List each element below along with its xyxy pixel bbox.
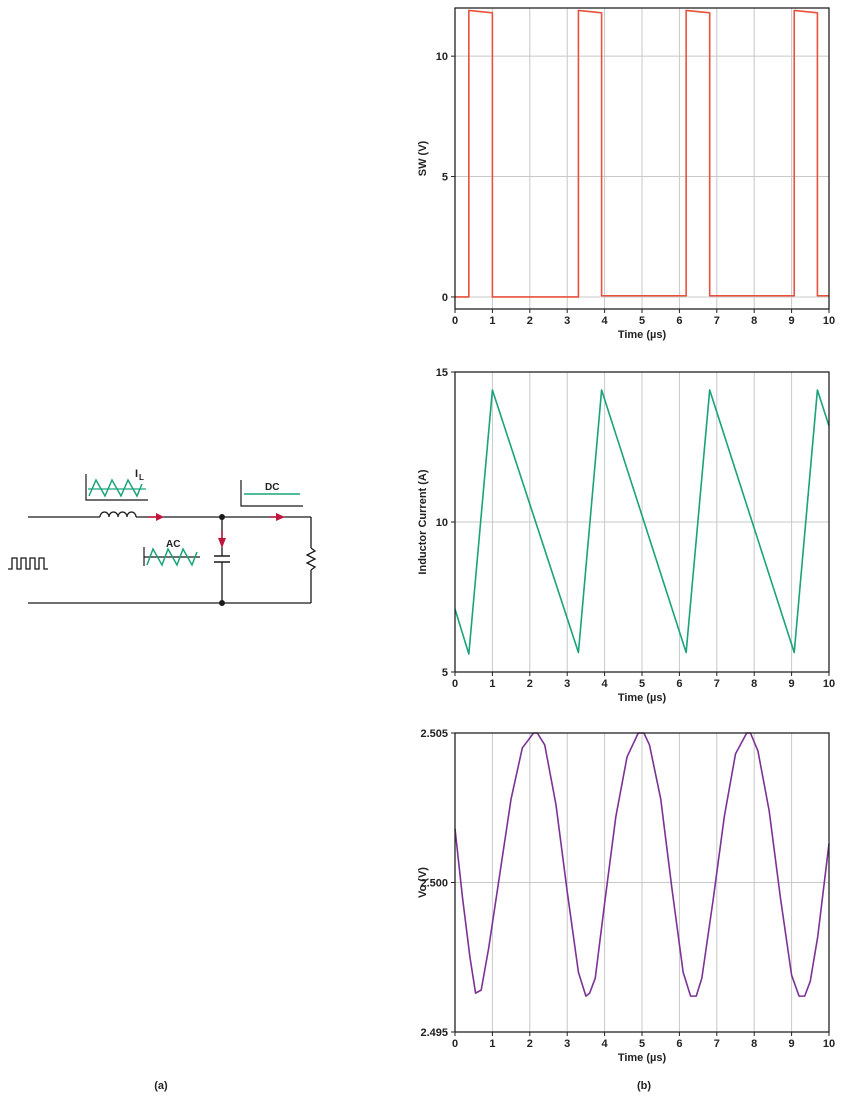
sw-series-line: [455, 9, 829, 298]
x-tick-label: 1: [489, 678, 495, 690]
x-tick-label: 9: [789, 678, 795, 690]
x-tick-label: 1: [489, 315, 495, 327]
dc-current-inset: DC: [240, 480, 303, 507]
y-tick-label: 2.495: [420, 1027, 448, 1039]
inductor-current-chart: 0 1 2 3 4 5 6 7 8 9 10 5 10 15 Time (µs) Inductor Curre…: [417, 367, 835, 704]
inductor-current-inset: I L: [85, 468, 148, 501]
x-tick-label: 6: [676, 1038, 682, 1050]
caption-a: (a): [154, 1080, 168, 1092]
x-tick-label: 2: [527, 1038, 533, 1050]
plot-frame: [454, 7, 830, 310]
inductor-icon: [99, 511, 137, 518]
x-tick-label: 8: [751, 315, 757, 327]
ac-current-inset: AC: [143, 539, 200, 567]
x-tick-label: 8: [751, 678, 757, 690]
x-tick-label: 9: [789, 1038, 795, 1050]
y-axis-label: Inductor Current (A): [417, 469, 429, 574]
y-axis-label: SW (V): [417, 140, 429, 176]
x-tick-label: 6: [676, 315, 682, 327]
inductor-current-label: I: [135, 468, 138, 480]
y-tick-label: 0: [442, 292, 448, 304]
x-axis-label: Time (µs): [618, 329, 667, 341]
y-tick-label: 5: [442, 172, 448, 184]
capacitor-icon: [214, 555, 230, 563]
current-arrow-icon: [218, 538, 226, 548]
x-tick-label: 5: [639, 315, 645, 327]
x-tick-label: 0: [452, 678, 458, 690]
y-tick-label: 10: [436, 517, 448, 529]
x-tick-label: 3: [564, 1038, 570, 1050]
x-tick-label: 3: [564, 678, 570, 690]
y-tick-label: 5: [442, 667, 448, 679]
plot-frame: [454, 732, 830, 1033]
x-tick-label: 2: [527, 678, 533, 690]
inductor-current-subscript: L: [139, 473, 144, 482]
x-tick-label: 10: [823, 1038, 835, 1050]
x-tick-label: 3: [564, 315, 570, 327]
x-tick-label: 7: [714, 315, 720, 327]
resistor-icon: [305, 547, 317, 571]
x-tick-label: 0: [452, 1038, 458, 1050]
inductor-current-series-line: [454, 389, 830, 655]
output-voltage-chart: 0 1 2 3 4 5 6 7 8 9 10 2.495 2.500 2.505 Time (µs) Vo (…: [417, 728, 835, 1064]
square-wave-source-icon: [8, 557, 48, 570]
plot-frame: [454, 371, 830, 673]
x-tick-label: 4: [602, 1038, 609, 1050]
x-tick-label: 5: [639, 1038, 645, 1050]
x-axis-label: Time (µs): [618, 1052, 667, 1064]
y-tick-label: 2.500: [420, 878, 448, 890]
x-tick-label: 10: [823, 315, 835, 327]
y-tick-label: 15: [436, 367, 448, 379]
dc-label: DC: [265, 482, 279, 493]
y-tick-label: 10: [436, 51, 448, 63]
x-tick-label: 0: [452, 315, 458, 327]
current-arrow-icon: [156, 513, 164, 521]
ac-label: AC: [166, 539, 180, 550]
x-tick-label: 4: [602, 678, 609, 690]
x-tick-label: 1: [489, 1038, 495, 1050]
x-tick-label: 10: [823, 678, 835, 690]
sw-voltage-chart: 0 1 2 3 4 5 6 7 8 9 10 0 5 10 Time (µs) SW (V): [417, 7, 835, 341]
x-tick-label: 8: [751, 1038, 757, 1050]
x-tick-label: 7: [714, 678, 720, 690]
x-tick-label: 6: [676, 678, 682, 690]
x-tick-label: 4: [602, 315, 609, 327]
x-axis-label: Time (µs): [618, 692, 667, 704]
buck-circuit-schematic: I L AC DC: [8, 468, 317, 606]
x-tick-label: 7: [714, 1038, 720, 1050]
y-axis-label: Vo (V): [417, 867, 429, 898]
x-tick-label: 9: [789, 315, 795, 327]
y-tick-label: 2.505: [420, 728, 448, 740]
x-tick-label: 5: [639, 678, 645, 690]
caption-b: (b): [637, 1080, 651, 1092]
current-arrow-icon: [276, 513, 285, 521]
x-tick-label: 2: [527, 315, 533, 327]
